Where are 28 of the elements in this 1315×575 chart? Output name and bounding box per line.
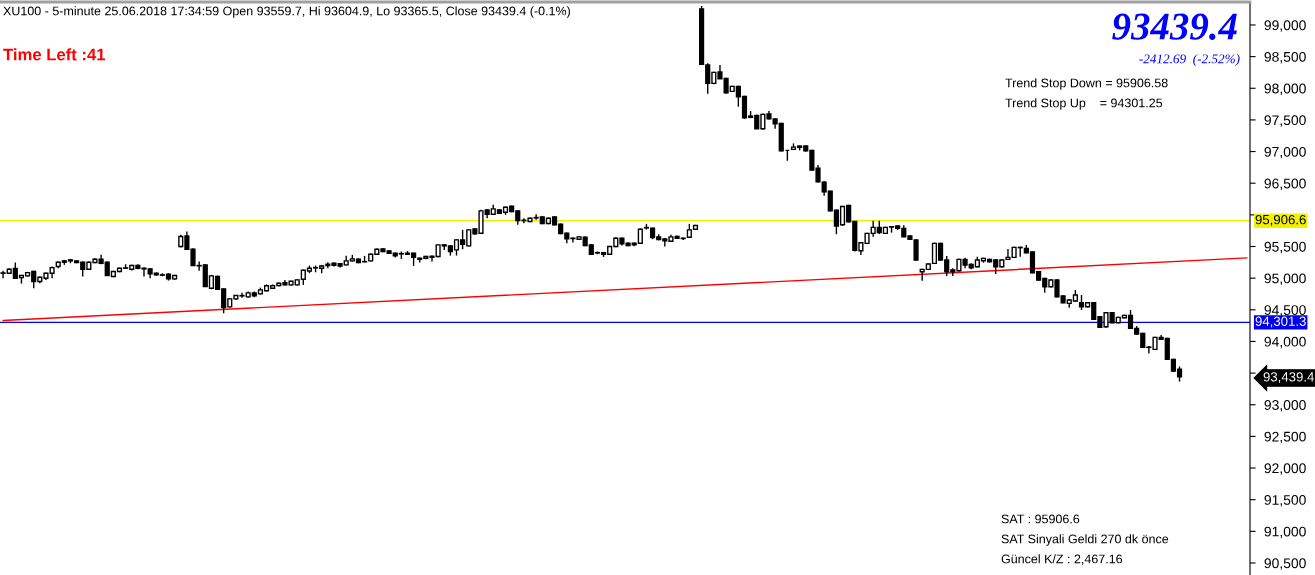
- text: 93,439.4: [1263, 372, 1314, 384]
- annotation: 93439.4: [1112, 13, 1237, 40]
- annotation: SAT : 95906.6: [1001, 514, 1080, 524]
- annotation: Trend Stop Down = 95906.58: [1005, 78, 1168, 90]
- y-tick-label: 98,000: [1264, 83, 1306, 96]
- y-tick-label: 95,500: [1264, 241, 1306, 254]
- y-tick-label: 90,500: [1264, 558, 1306, 570]
- annotation: Trend Stop Up = 94301.25: [1005, 98, 1163, 110]
- annotation: Time Left :41: [3, 48, 106, 61]
- annotation: SAT Sinyali Geldi 270 dk önce: [1001, 534, 1169, 546]
- y-tick-label: 98,500: [1264, 51, 1306, 64]
- y-tick-label: 92,500: [1264, 431, 1306, 444]
- y-tick-label: 96,500: [1264, 178, 1306, 191]
- annotation: Güncel K/Z : 2,467.16: [1001, 554, 1123, 565]
- y-tick-label: 92,000: [1264, 463, 1306, 475]
- y-tick-label: 97,000: [1264, 146, 1306, 159]
- chart-title: XU100 - 5-minute 25.06.2018 17:34:59 Open 93559.7, Hi 93604.9, Lo 93365.5, Close 93439.4 (-0.1%): [3, 6, 570, 18]
- annotation: -2412.69 (-2.52%): [1139, 54, 1240, 66]
- y-tick-label: 91,000: [1264, 526, 1306, 539]
- y-tick-label: 94,000: [1264, 336, 1306, 349]
- y-tick-label: 91,500: [1264, 495, 1306, 507]
- y-tick-label: 97,500: [1264, 115, 1306, 127]
- ref-line-label: 95,906.6: [1255, 214, 1306, 226]
- y-tick-label: 93,000: [1264, 400, 1306, 412]
- y-tick-label: 95,000: [1264, 273, 1306, 285]
- y-tick-label: 94,500: [1264, 305, 1306, 317]
- y-tick-label: 99,000: [1264, 20, 1306, 32]
- ref-line-label: 94,301.3: [1255, 316, 1306, 328]
